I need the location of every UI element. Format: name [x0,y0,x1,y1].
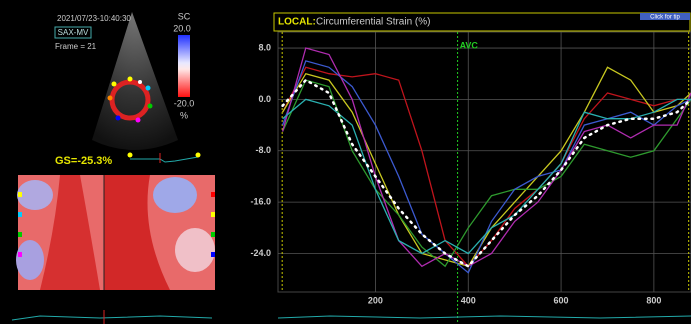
y-tick-label: -8.0 [255,145,271,155]
plot-frame [278,32,691,292]
x-tick-label: 400 [461,295,476,305]
ecg-left [12,316,212,320]
avc-label: AVC [460,40,479,50]
mini-dot [196,153,201,158]
colorbar [178,35,190,97]
header-mode: LOCAL: [278,17,316,28]
timestamp: 2021/07/23-10:40:30 [57,14,131,23]
scale-max: 20.0 [173,23,191,33]
y-tick-label: 8.0 [258,42,271,52]
y-tick-label: 0.0 [258,94,271,104]
header-measure: Circumferential Strain (%) [316,17,430,28]
strain-map [16,175,215,290]
average-line [283,80,691,266]
scale-name: SC [178,11,191,21]
mini-dot [128,153,133,158]
view-label: SAX-MV [58,28,89,37]
segment-line [283,80,691,266]
global-strain: GS=-25.3% [55,155,112,167]
scale-min: -20.0 [174,98,195,108]
screen: 2021/07/23-10:40:30 SAX-MV Frame = 21 SC… [0,0,691,324]
y-tick-label: -24.0 [250,248,271,258]
segment-line [283,67,691,266]
segment-line [283,61,691,273]
tip-text[interactable]: Click for tip [650,15,680,21]
frame-label: Frame = 21 [55,42,97,51]
x-tick-label: 800 [646,295,661,305]
y-tick-label: -16.0 [250,196,271,206]
scale-unit: % [180,110,188,120]
x-tick-label: 600 [554,295,569,305]
ecg-right [278,316,691,318]
mini-trace [130,157,198,162]
x-tick-label: 200 [368,295,383,305]
